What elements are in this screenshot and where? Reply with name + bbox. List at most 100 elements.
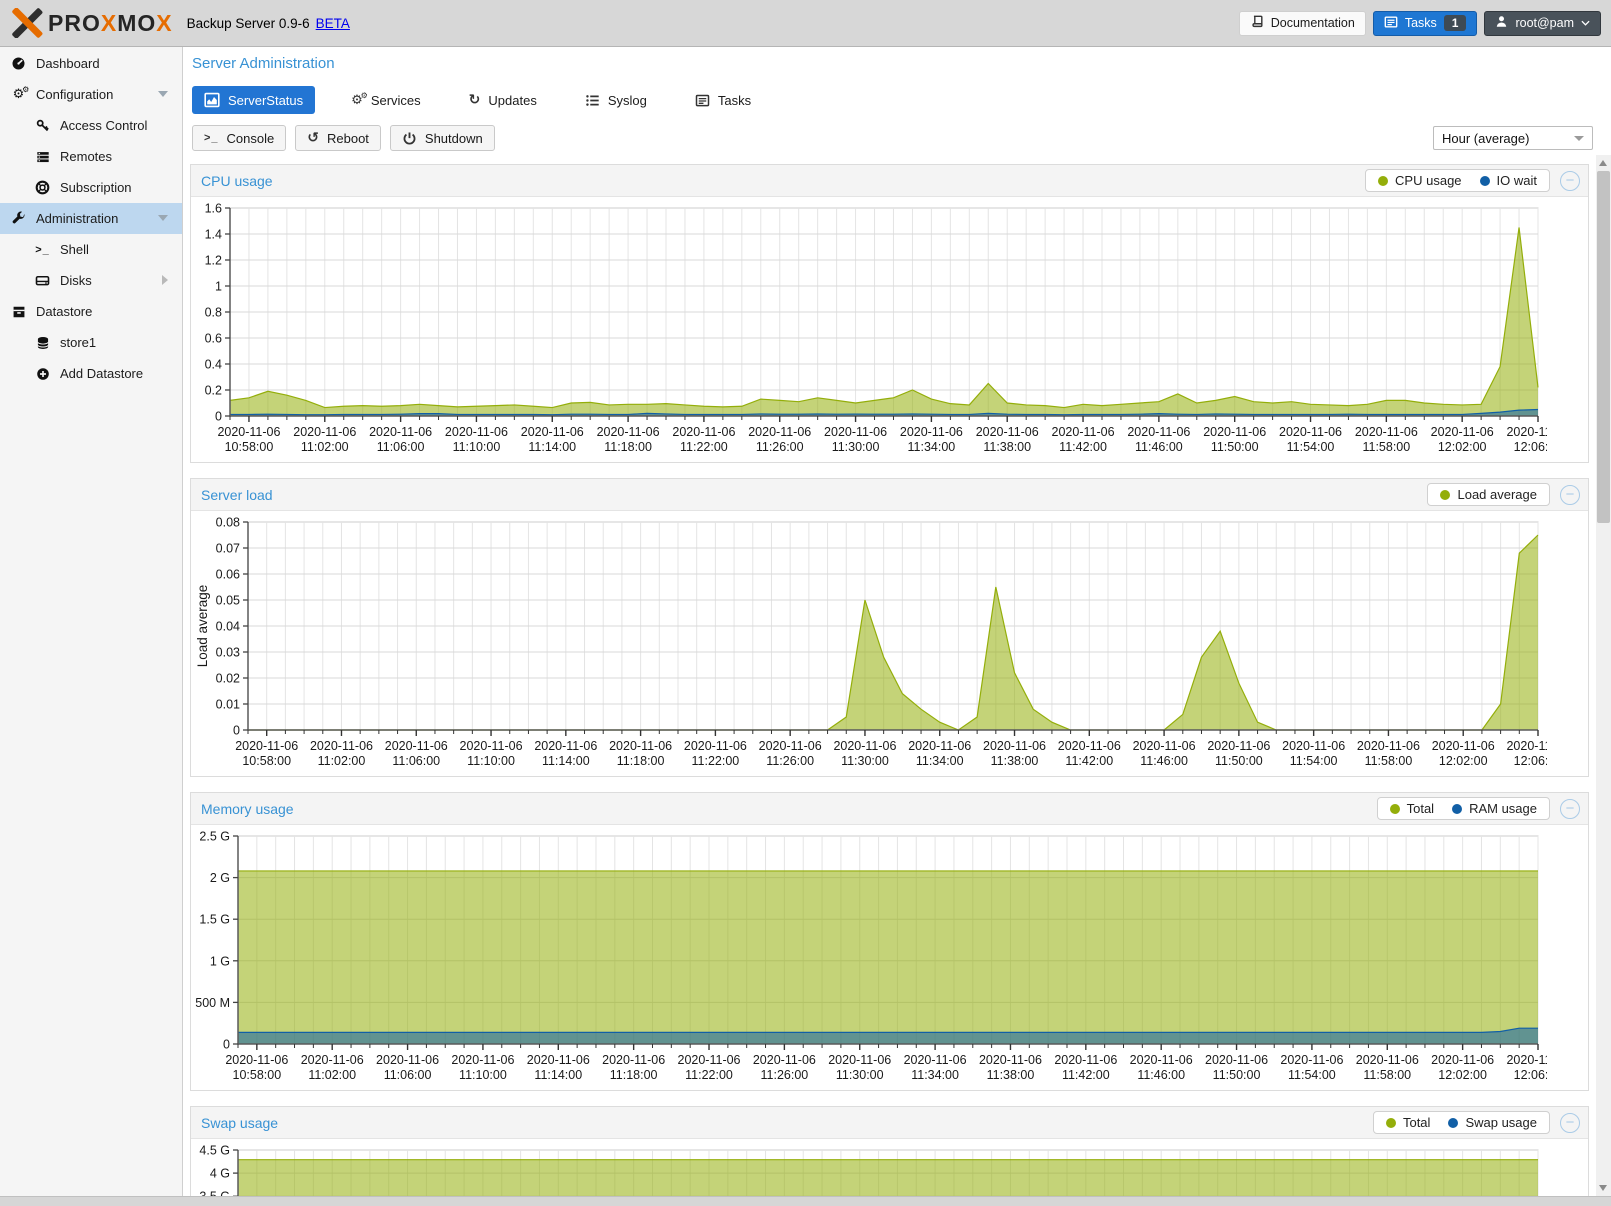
- legend-item-cpu-usage[interactable]: CPU usage: [1378, 173, 1461, 188]
- time-range-value: Hour (average): [1442, 131, 1529, 146]
- svg-text:12:02:00: 12:02:00: [1439, 754, 1488, 768]
- svg-text:2020-11-06: 2020-11-06: [753, 1053, 816, 1067]
- sidebar-item-disks[interactable]: Disks: [0, 265, 182, 296]
- user-menu-button[interactable]: root@pam: [1484, 11, 1601, 36]
- tab-serverstatus[interactable]: ServerStatus: [192, 86, 315, 114]
- legend-item-swap-usage[interactable]: Swap usage: [1448, 1115, 1537, 1130]
- sidebar-item-add-datastore[interactable]: Add Datastore: [0, 358, 182, 389]
- sidebar-item-datastore[interactable]: Datastore: [0, 296, 182, 327]
- sidebar-item-shell[interactable]: >_Shell: [0, 234, 182, 265]
- legend-item-load-average[interactable]: Load average: [1440, 487, 1537, 502]
- sidebar-item-store1[interactable]: store1: [0, 327, 182, 358]
- svg-text:11:42:00: 11:42:00: [1059, 440, 1107, 454]
- svg-text:11:10:00: 11:10:00: [459, 1068, 507, 1082]
- svg-text:0.02: 0.02: [216, 672, 240, 686]
- collapse-panel-button[interactable]: −: [1560, 171, 1580, 191]
- svg-text:11:54:00: 11:54:00: [1290, 754, 1338, 768]
- console-button[interactable]: >_Console: [192, 125, 286, 151]
- proxmox-logo-text: PROXMOX: [48, 10, 173, 37]
- svg-text:2020-11-06: 2020-11-06: [684, 739, 747, 753]
- beta-link[interactable]: BETA: [316, 16, 350, 31]
- svg-text:0.4: 0.4: [205, 358, 222, 372]
- legend-label: Swap usage: [1465, 1115, 1537, 1130]
- sidebar-item-administration[interactable]: Administration: [0, 203, 182, 234]
- legend-label: Total: [1403, 1115, 1430, 1130]
- top-bar: PROXMOX Backup Server 0.9-6 BETA Documen…: [0, 0, 1611, 47]
- svg-text:2020-11-06: 2020-11-06: [828, 1053, 891, 1067]
- sidebar-item-remotes[interactable]: Remotes: [0, 141, 182, 172]
- legend-item-total[interactable]: Total: [1390, 801, 1434, 816]
- svg-text:10:58:00: 10:58:00: [242, 754, 291, 768]
- lifering-icon: [34, 180, 51, 195]
- vertical-scrollbar-thumb[interactable]: [1597, 171, 1610, 523]
- panel-title: CPU usage: [201, 173, 273, 189]
- legend-item-io-wait[interactable]: IO wait: [1480, 173, 1537, 188]
- documentation-button[interactable]: Documentation: [1239, 11, 1366, 36]
- tab-tasks[interactable]: Tasks: [683, 86, 763, 114]
- svg-text:2020-11-06: 2020-11-06: [900, 425, 963, 439]
- svg-text:0.2: 0.2: [205, 384, 222, 398]
- cpu-usage-chart: 1.61.41.210.80.60.40.202020-11-0610:58:0…: [191, 197, 1547, 459]
- tab-syslog[interactable]: Syslog: [573, 86, 659, 114]
- legend-dot-icon: [1390, 804, 1400, 814]
- legend-item-ram-usage[interactable]: RAM usage: [1452, 801, 1537, 816]
- sidebar-item-access-control[interactable]: Access Control: [0, 110, 182, 141]
- svg-text:2020-11-06: 2020-11-06: [1207, 739, 1270, 753]
- shutdown-button[interactable]: Shutdown: [390, 125, 495, 151]
- svg-text:11:42:00: 11:42:00: [1065, 754, 1113, 768]
- reboot-button[interactable]: ↺Reboot: [295, 125, 381, 151]
- svg-text:1.2: 1.2: [205, 254, 222, 268]
- expand-caret-icon[interactable]: [162, 275, 168, 285]
- collapse-panel-button[interactable]: −: [1560, 485, 1580, 505]
- collapse-caret-icon[interactable]: [158, 91, 168, 97]
- scroll-down-arrow-icon[interactable]: [1599, 1185, 1607, 1191]
- sidebar-item-label: Administration: [36, 211, 118, 226]
- svg-text:2020-11-06: 2020-11-06: [976, 425, 1039, 439]
- page-title: Server Administration: [192, 55, 1596, 72]
- chart-legend: CPU usage IO wait: [1365, 169, 1550, 192]
- collapse-panel-button[interactable]: −: [1560, 799, 1580, 819]
- sidebar-item-configuration[interactable]: ⚙⚙Configuration: [0, 79, 182, 110]
- svg-text:11:22:00: 11:22:00: [680, 440, 728, 454]
- tab-updates[interactable]: ↻Updates: [457, 86, 549, 114]
- chart-area: 1.61.41.210.80.60.40.202020-11-0610:58:0…: [191, 197, 1588, 462]
- sidebar-item-label: Datastore: [36, 304, 92, 319]
- datastore-icon: [10, 305, 27, 319]
- legend-dot-icon: [1378, 176, 1388, 186]
- tab-services[interactable]: ⚙⚙Services: [339, 86, 433, 114]
- collapse-panel-button[interactable]: −: [1560, 1113, 1580, 1133]
- svg-text:11:26:00: 11:26:00: [756, 440, 804, 454]
- time-range-select[interactable]: Hour (average): [1433, 126, 1593, 150]
- svg-text:2020-11-06: 2020-11-06: [235, 739, 298, 753]
- legend-label: Load average: [1457, 487, 1537, 502]
- add-circle-icon: [34, 367, 51, 381]
- svg-text:11:46:00: 11:46:00: [1140, 754, 1188, 768]
- sidebar-item-dashboard[interactable]: Dashboard: [0, 48, 182, 79]
- toolbar-button-label: Reboot: [327, 131, 369, 146]
- svg-text:1.5 G: 1.5 G: [199, 913, 230, 927]
- main-content: Server Administration ServerStatus ⚙⚙Serv…: [184, 47, 1596, 1196]
- svg-text:2020-11-06: 2020-11-06: [293, 425, 356, 439]
- horizontal-scrollbar[interactable]: [0, 1196, 1611, 1206]
- sidebar-item-subscription[interactable]: Subscription: [0, 172, 182, 203]
- database-icon: [34, 336, 51, 350]
- svg-text:2020-11-06: 2020-11-06: [1282, 739, 1345, 753]
- svg-text:11:34:00: 11:34:00: [908, 440, 956, 454]
- svg-text:2020-11-06: 2020-11-06: [1432, 739, 1495, 753]
- collapse-caret-icon[interactable]: [158, 215, 168, 221]
- legend-item-total[interactable]: Total: [1386, 1115, 1430, 1130]
- svg-text:11:18:00: 11:18:00: [610, 1068, 658, 1082]
- svg-text:2020-11-06: 2020-11-06: [678, 1053, 741, 1067]
- svg-text:11:06:00: 11:06:00: [384, 1068, 432, 1082]
- legend-label: Total: [1407, 801, 1434, 816]
- svg-text:11:38:00: 11:38:00: [987, 1068, 1035, 1082]
- proxmox-x-icon: [10, 8, 44, 38]
- scroll-up-arrow-icon[interactable]: [1599, 160, 1607, 166]
- svg-text:11:18:00: 11:18:00: [604, 440, 652, 454]
- vertical-scrollbar[interactable]: [1596, 155, 1611, 1196]
- svg-text:4 G: 4 G: [210, 1167, 230, 1181]
- svg-text:11:22:00: 11:22:00: [685, 1068, 733, 1082]
- tasks-button[interactable]: Tasks 1: [1373, 11, 1478, 36]
- svg-text:2020-11-06: 2020-11-06: [1355, 425, 1418, 439]
- svg-text:11:18:00: 11:18:00: [617, 754, 665, 768]
